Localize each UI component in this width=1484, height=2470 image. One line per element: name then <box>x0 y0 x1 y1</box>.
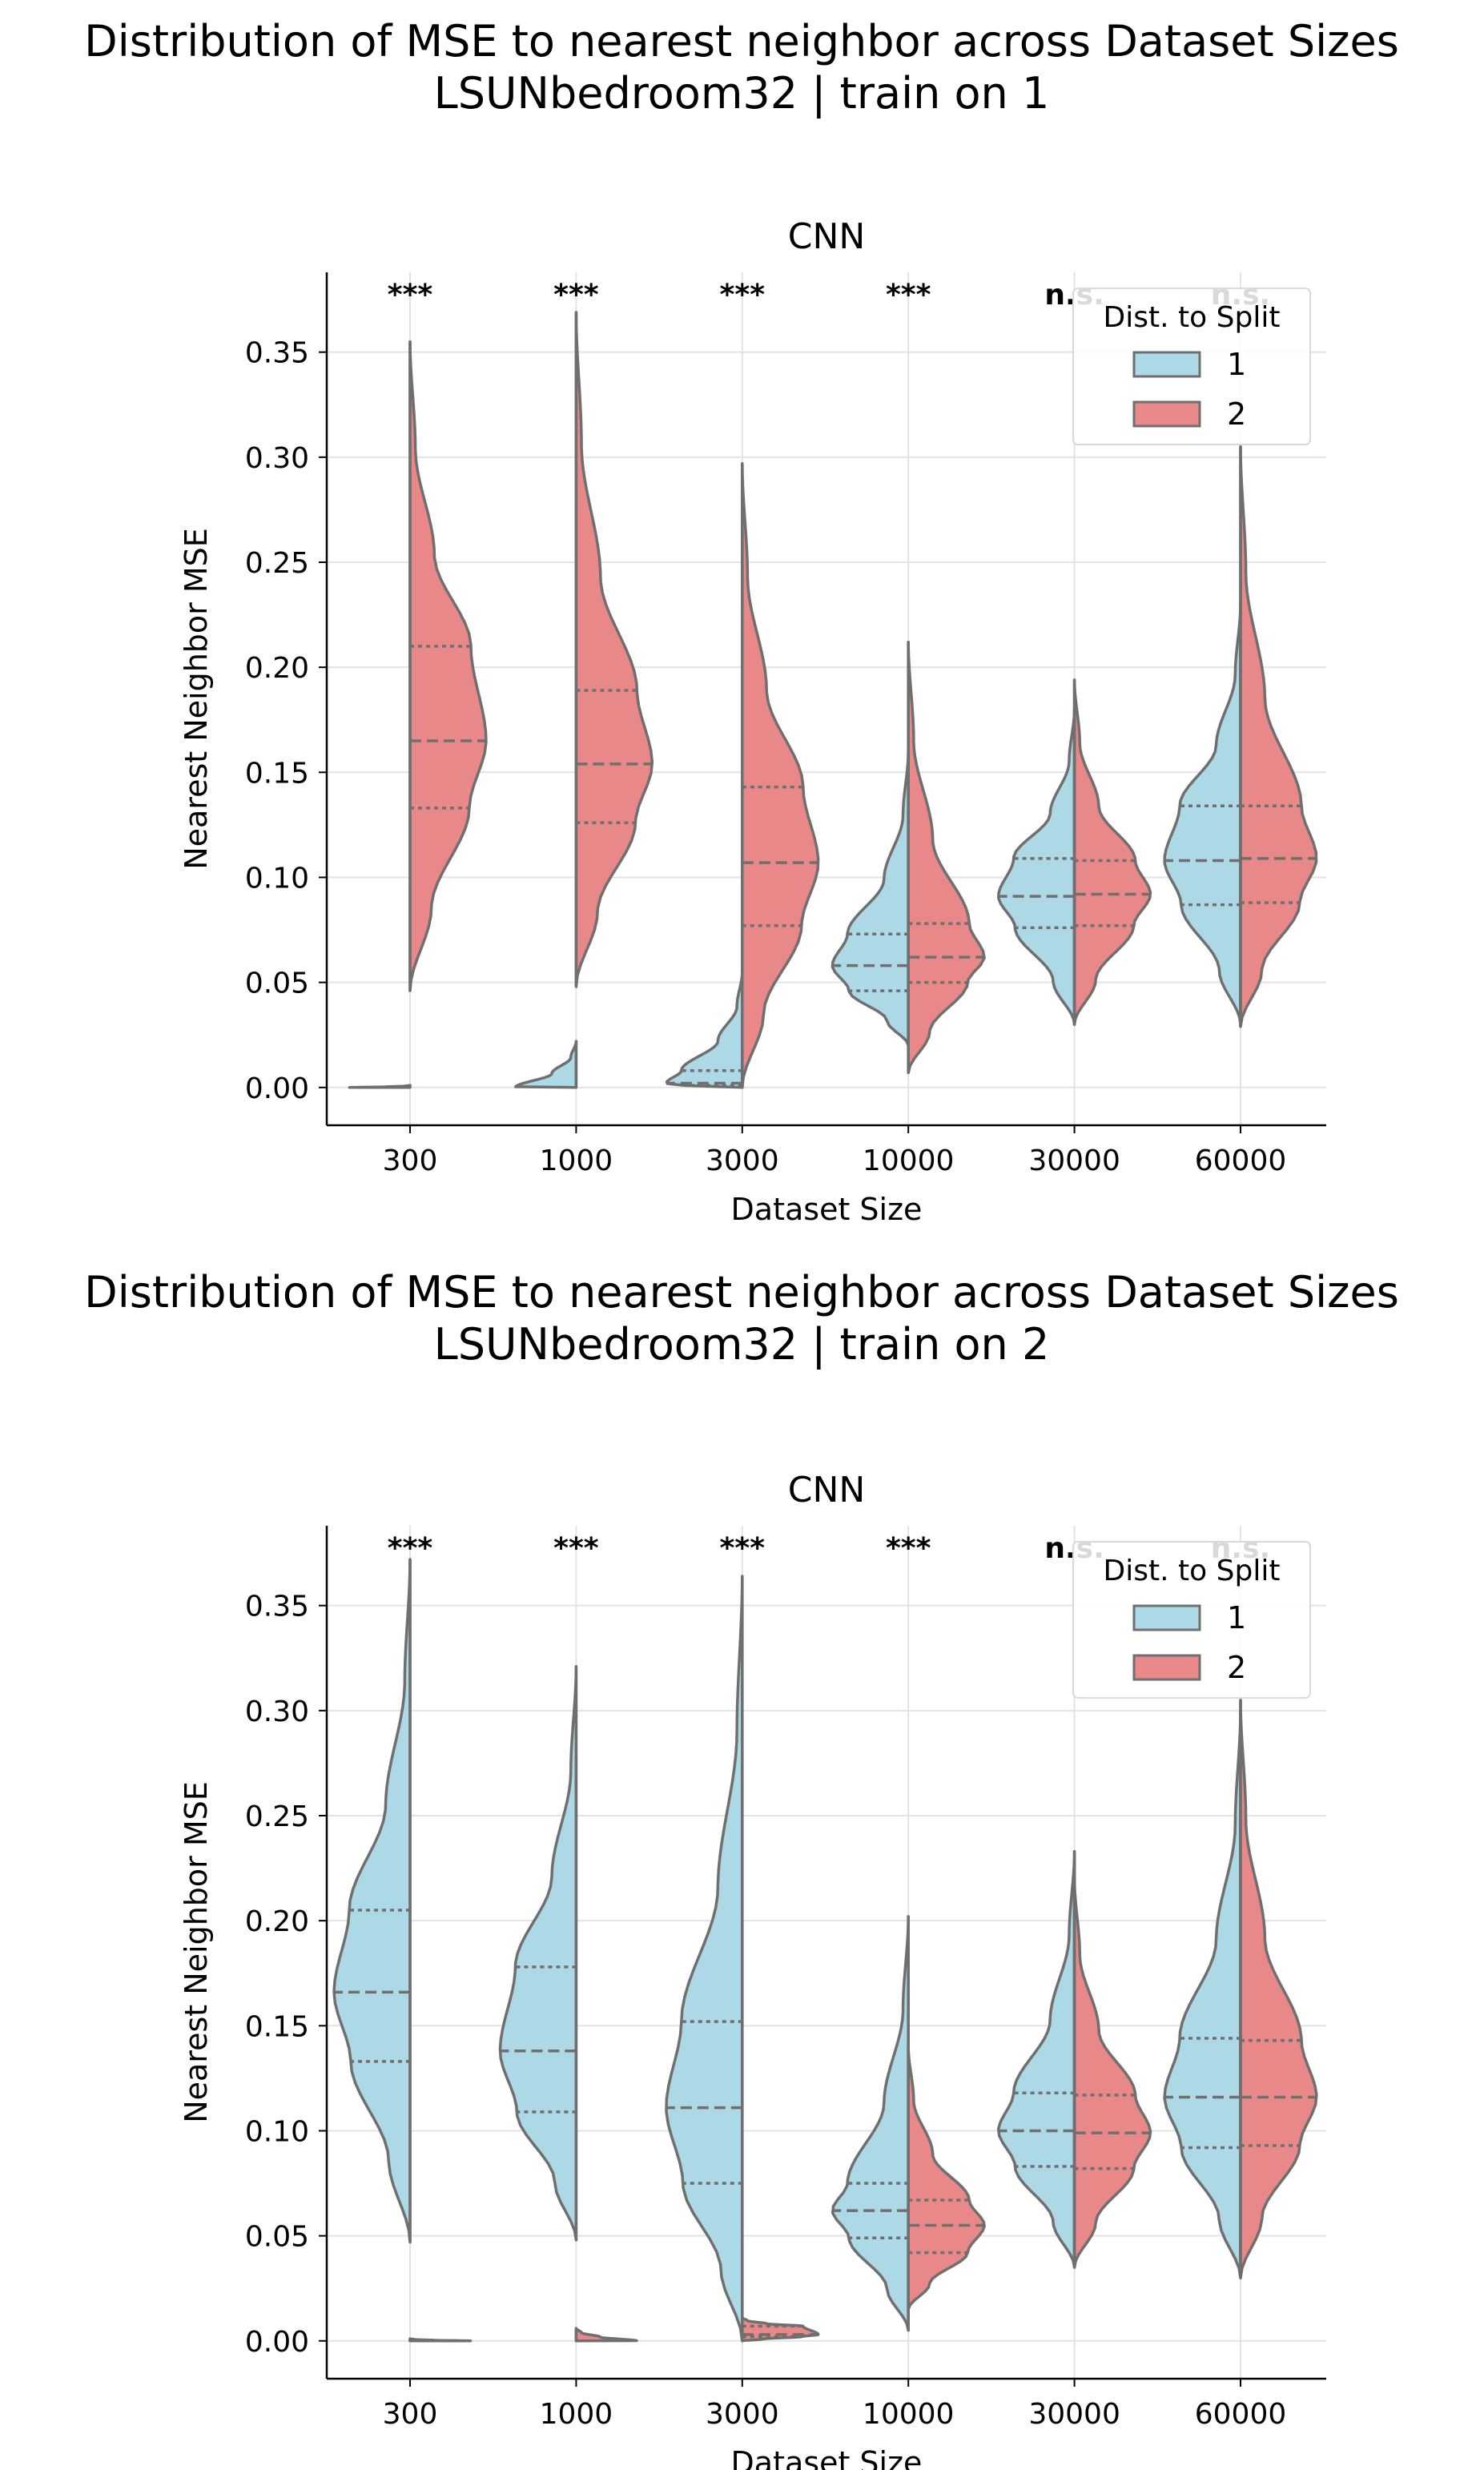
violin-half-1-60000 <box>1163 602 1242 1026</box>
significance-label: *** <box>553 279 599 312</box>
violin-half-2-300 <box>408 340 488 992</box>
legend-title: Dist. to Split <box>1104 1555 1281 1587</box>
y-tick-label: 0.05 <box>245 967 309 1000</box>
x-tick-label: 60000 <box>1195 2398 1287 2431</box>
violin-half-1-1000 <box>498 1665 578 2242</box>
x-axis-label: Dataset Size <box>731 1192 923 1227</box>
x-tick-label: 1000 <box>540 1144 613 1177</box>
violin-half-2-30000 <box>1072 1877 1152 2269</box>
violin-half-1-300 <box>348 1084 412 1089</box>
legend-swatch-2 <box>1132 400 1201 428</box>
y-tick-label: 0.30 <box>245 1696 309 1728</box>
axes-title: CNN <box>788 216 866 257</box>
legend: Dist. to Split 1 2 <box>1072 1541 1311 1699</box>
x-tick-label: 300 <box>383 1144 438 1177</box>
significance-label: *** <box>886 1532 931 1565</box>
y-tick-label: 0.10 <box>245 862 309 895</box>
y-tick-label: 0.35 <box>245 337 309 370</box>
y-tick-label: 0.15 <box>245 757 309 790</box>
x-tick-label: 3000 <box>706 2398 779 2431</box>
violin-half-2-1000 <box>574 2327 638 2343</box>
y-axis-label: Nearest Neighbor MSE <box>179 528 214 870</box>
x-tick-label: 300 <box>383 2398 438 2431</box>
y-tick-label: 0.20 <box>245 652 309 685</box>
y-tick-label: 0.00 <box>245 1072 309 1105</box>
y-tick-label: 0.15 <box>245 2010 309 2043</box>
violin-half-1-3000 <box>665 1575 744 2343</box>
legend-swatch-1 <box>1132 351 1201 378</box>
legend: Dist. to Split 1 2 <box>1072 288 1311 445</box>
x-tick-label: 30000 <box>1028 2398 1120 2431</box>
legend-label-2: 2 <box>1227 396 1246 432</box>
violin-half-2-3000 <box>741 461 820 1089</box>
violin-half-1-30000 <box>997 1849 1076 2269</box>
y-tick-label: 0.30 <box>245 442 309 475</box>
y-tick-label: 0.05 <box>245 2221 309 2254</box>
chart-panel-1: Distribution of MSE to nearest neighbor … <box>84 16 1399 1227</box>
y-tick-label: 0.25 <box>245 547 309 580</box>
x-tick-label: 30000 <box>1028 1144 1120 1177</box>
violin-half-2-60000 <box>1239 445 1318 1028</box>
y-tick-label: 0.00 <box>245 2326 309 2359</box>
significance-label: *** <box>720 1532 766 1565</box>
violin-half-1-10000 <box>830 1915 910 2332</box>
violin-half-2-60000 <box>1239 1698 1318 2279</box>
y-tick-label: 0.20 <box>245 1905 309 1938</box>
x-tick-label: 10000 <box>863 2398 955 2431</box>
y-axis-label: Nearest Neighbor MSE <box>179 1781 214 2123</box>
y-tick-label: 0.25 <box>245 1800 309 1833</box>
y-tick-label: 0.10 <box>245 2115 309 2148</box>
violin-half-1-30000 <box>997 707 1076 1026</box>
y-tick-label: 0.35 <box>245 1591 309 1623</box>
violin-half-2-1000 <box>574 311 654 988</box>
violin-half-2-10000 <box>907 640 986 1075</box>
legend-label-1: 1 <box>1227 347 1246 382</box>
violin-half-1-10000 <box>830 750 910 1048</box>
legend-label-2: 2 <box>1227 1650 1246 1685</box>
violin-half-1-300 <box>332 1558 412 2244</box>
violin-half-2-30000 <box>1072 678 1152 1026</box>
significance-label: *** <box>720 279 766 312</box>
x-tick-label: 3000 <box>706 1144 779 1177</box>
suptitle-line-2: LSUNbedroom32 | train on 1 <box>434 68 1050 119</box>
legend-swatch-1 <box>1132 1604 1201 1631</box>
x-tick-label: 10000 <box>863 1144 955 1177</box>
legend-label-1: 1 <box>1227 1600 1246 1635</box>
x-axis-label: Dataset Size <box>731 2445 923 2470</box>
violin-half-2-300 <box>408 2337 473 2343</box>
legend-swatch-2 <box>1132 1654 1201 1681</box>
axes-title: CNN <box>788 1470 866 1511</box>
suptitle-line-2: LSUNbedroom32 | train on 2 <box>434 1319 1050 1370</box>
x-tick-label: 60000 <box>1195 1144 1287 1177</box>
violin-half-1-1000 <box>514 1040 578 1089</box>
suptitle-line-1: Distribution of MSE to nearest neighbor … <box>84 16 1399 66</box>
significance-label: *** <box>388 279 433 312</box>
legend-title: Dist. to Split <box>1104 301 1281 334</box>
suptitle-line-1: Distribution of MSE to nearest neighbor … <box>84 1267 1399 1317</box>
chart-panel-2: Distribution of MSE to nearest neighbor … <box>84 1267 1399 2470</box>
significance-label: *** <box>553 1532 599 1565</box>
significance-label: *** <box>388 1532 433 1565</box>
violin-half-2-10000 <box>907 2045 986 2311</box>
x-tick-label: 1000 <box>540 2398 613 2431</box>
violin-half-1-60000 <box>1163 1709 1242 2279</box>
violin-half-1-3000 <box>665 970 744 1089</box>
significance-label: *** <box>886 279 931 312</box>
